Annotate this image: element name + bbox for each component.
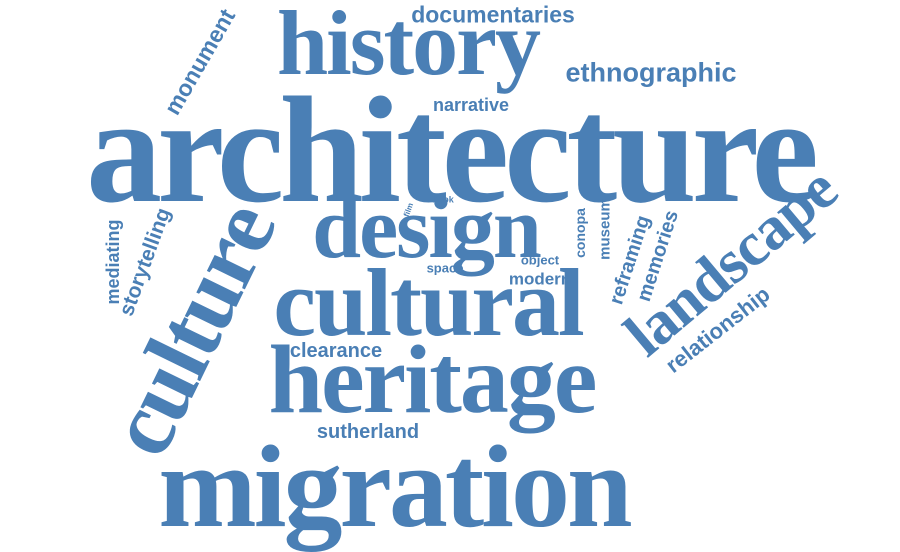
word-modern: modern: [508, 269, 572, 289]
word-sutherland: sutherland: [316, 421, 420, 443]
word-migration: migration: [158, 421, 632, 552]
word-clearance: clearance: [289, 340, 383, 362]
word-space: space: [426, 260, 464, 276]
word-cultural: cultural: [273, 249, 584, 356]
word-history: history: [277, 0, 541, 94]
word-museum: museum: [596, 198, 614, 260]
word-design: design: [312, 180, 542, 277]
word-mediating: mediating: [103, 219, 123, 305]
word-conopa: conopa: [572, 208, 588, 258]
word-documentaries: documentaries: [411, 1, 575, 28]
word-book: book: [432, 194, 454, 205]
word-heritage: heritage: [268, 326, 598, 434]
word-narrative: narrative: [432, 95, 510, 115]
word-architecture: architecture: [86, 66, 819, 234]
word-ethnographic: ethnographic: [565, 57, 737, 88]
word-object: object: [520, 252, 560, 268]
